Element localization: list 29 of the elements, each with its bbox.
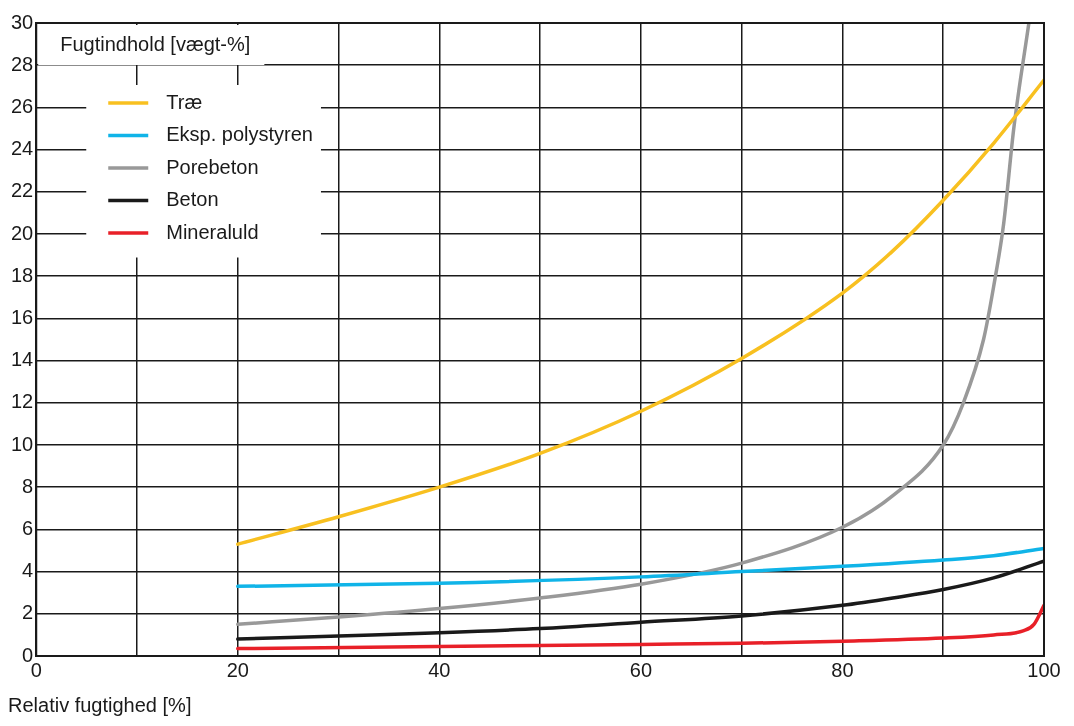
y-tick-label: 10 [11, 432, 34, 455]
y-tick-label: 30 [11, 10, 34, 33]
y-tick-label: 12 [11, 390, 34, 413]
y-tick-label: 18 [11, 263, 34, 286]
line-series [236, 546, 1044, 589]
legend-label: Beton [166, 188, 219, 211]
y-axis-title: Fugtindhold [vægt-%] [60, 32, 251, 55]
legend-label: Mineraluld [166, 220, 259, 243]
legend-label: Træ [166, 90, 203, 113]
y-tick-label: 20 [11, 221, 34, 244]
legend-label: Eksp. polystyren [166, 123, 313, 146]
legend-label: Porebeton [166, 155, 259, 178]
x-tick-label: 40 [428, 658, 451, 681]
y-tick-label: 6 [22, 516, 34, 539]
y-tick-label: 2 [22, 601, 34, 624]
y-tick-label: 28 [11, 52, 34, 75]
y-tick-label: 24 [11, 137, 34, 160]
y-tick-label: 22 [11, 179, 34, 202]
x-axis-title: Relativ fugtighed [%] [8, 694, 192, 716]
line-series [236, 603, 1044, 651]
y-tick-label: 14 [11, 348, 34, 371]
y-tick-label: 26 [11, 94, 34, 117]
y-tick-label: 8 [22, 474, 34, 497]
x-tick-label: 20 [226, 658, 249, 681]
x-tick-label: 100 [1027, 658, 1061, 681]
x-tick-label: 80 [831, 658, 854, 681]
y-tick-label: 4 [22, 559, 34, 582]
y-tick-label: 16 [11, 305, 34, 328]
x-tick-label: 60 [629, 658, 653, 681]
